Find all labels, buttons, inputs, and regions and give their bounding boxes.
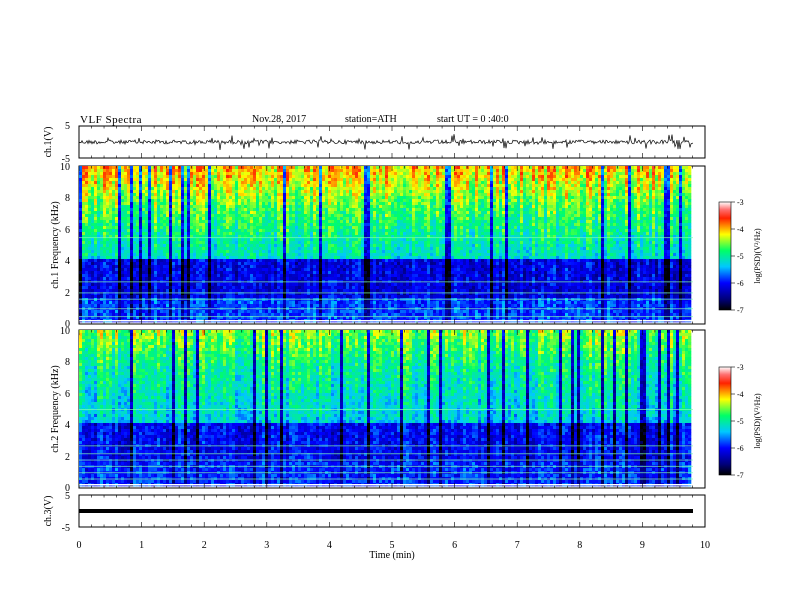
x-tick-label-8: 8 <box>577 540 582 551</box>
colorbar-tick--4: -4 <box>737 390 744 399</box>
ch1-spectrogram-panel: 0 2 4 6 8 10 ch.1 Frequency (kHz) <box>50 162 706 330</box>
ch1-waveform-ticks <box>78 126 706 158</box>
colorbar-tick--7: -7 <box>737 471 744 480</box>
colorbar-tick--6: -6 <box>737 279 744 288</box>
ch2-spectrogram-ylabel: ch.2 Frequency (kHz) <box>50 365 61 452</box>
colorbar-ch2-ticks: -3 -4 -5 -6 -7 <box>731 363 744 480</box>
ch1-ytick-4: 4 <box>65 256 70 267</box>
x-tick-label-6: 6 <box>452 540 457 551</box>
ch3-waveform-ticks <box>78 495 706 527</box>
ch1-ytick-minus5: -5 <box>62 154 70 165</box>
colorbar-ch1-label: log(PSD)(V²/Hz) <box>753 228 762 284</box>
ch1-spectrogram-ylabel: ch.1 Frequency (kHz) <box>50 201 61 288</box>
x-tick-label-0: 0 <box>77 540 82 551</box>
start-ut-label: start UT = 0 :40:0 <box>437 114 509 125</box>
colorbar-ch2-gradient <box>718 366 732 476</box>
colorbar-tick--7: -7 <box>737 306 744 315</box>
ch1-ytick-0: 0 <box>65 319 70 330</box>
ch1-ytick-10: 10 <box>60 162 70 173</box>
station-label: station=ATH <box>345 114 397 125</box>
ch2-ytick-6: 6 <box>65 389 70 400</box>
x-tick-labels: 0 1 2 3 4 5 6 7 8 9 10 <box>77 540 711 551</box>
ch2-ytick-8: 8 <box>65 357 70 368</box>
ch1-ytick-8: 8 <box>65 193 70 204</box>
ch1-spectrogram-ticks <box>78 166 706 324</box>
x-tick-label-3: 3 <box>264 540 269 551</box>
ch3-waveform-panel: 5 -5 ch.3(V) <box>43 491 706 534</box>
ch1-waveform-ylabel: ch.1(V) <box>43 127 54 158</box>
x-tick-label-9: 9 <box>640 540 645 551</box>
ch2-spectrogram-image <box>79 330 693 487</box>
colorbar-tick--4: -4 <box>737 225 744 234</box>
ch1-ytick-2: 2 <box>65 288 70 299</box>
ch3-waveform-line <box>79 509 693 513</box>
ch1-waveform-panel: 5 -5 ch.1(V) <box>43 121 706 165</box>
ch1-spectrogram-image <box>79 166 693 323</box>
colorbar-tick--3: -3 <box>737 198 744 207</box>
ch1-ytick-5: 5 <box>65 121 70 132</box>
x-tick-label-5: 5 <box>390 540 395 551</box>
x-tick-label-1: 1 <box>139 540 144 551</box>
ch1-waveform-line <box>78 134 694 150</box>
x-tick-label-2: 2 <box>202 540 207 551</box>
ch2-ytick-10: 10 <box>60 326 70 337</box>
ch2-spectrogram-panel: 0 2 4 6 8 10 ch.2 Frequency (kHz) <box>50 326 706 494</box>
colorbar-ch1-gradient <box>718 201 732 311</box>
ch3-waveform-ylabel: ch.3(V) <box>43 496 54 527</box>
colorbar-ch2-label: log(PSD)(V²/Hz) <box>753 393 762 449</box>
ch2-ytick-2: 2 <box>65 452 70 463</box>
x-tick-label-4: 4 <box>327 540 332 551</box>
colorbar-tick--5: -5 <box>737 252 744 261</box>
colorbar-tick--6: -6 <box>737 444 744 453</box>
date-label: Nov.28, 2017 <box>252 114 306 125</box>
x-tick-label-7: 7 <box>515 540 520 551</box>
ch3-ytick-minus5: -5 <box>62 523 70 534</box>
x-tick-label-10: 10 <box>700 540 710 551</box>
ch1-ytick-6: 6 <box>65 225 70 236</box>
ch2-ytick-4: 4 <box>65 420 70 431</box>
ch2-spectrogram-ticks <box>78 330 706 488</box>
colorbar-ch2: -3 -4 -5 -6 -7 log(PSD)(V²/Hz) <box>718 363 762 480</box>
colorbar-ch1: -3 -4 -5 -6 -7 log(PSD)(V²/Hz) <box>718 198 762 315</box>
ch2-ytick-0: 0 <box>65 483 70 494</box>
colorbar-ch1-ticks: -3 -4 -5 -6 -7 <box>731 198 744 315</box>
chart-title: VLF Spectra <box>80 114 142 126</box>
x-axis-label: Time (min) <box>369 550 414 561</box>
ch3-ytick-5: 5 <box>65 491 70 502</box>
colorbar-tick--5: -5 <box>737 417 744 426</box>
colorbar-tick--3: -3 <box>737 363 744 372</box>
